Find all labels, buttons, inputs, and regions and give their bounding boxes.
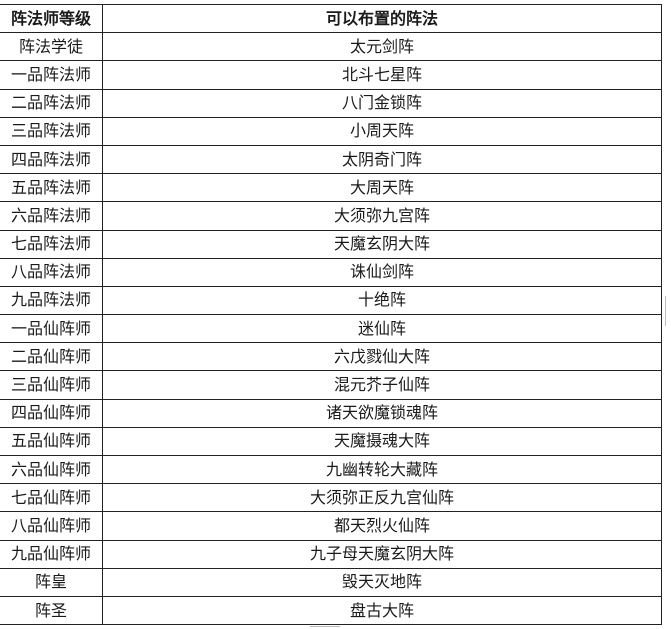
rank-cell: 七品仙阵师	[0, 483, 103, 513]
rank-cell: 三品阵法师	[0, 116, 103, 146]
formation-cell: 九子母天魔玄阴大阵	[102, 539, 662, 569]
scroll-marker	[310, 626, 340, 627]
header-rank: 阵法师等级	[0, 3, 103, 34]
table-row: 八品仙阵师 都天烈火仙阵	[0, 511, 662, 541]
rank-cell: 九品仙阵师	[0, 539, 103, 569]
formation-cell: 迷仙阵	[102, 314, 662, 344]
rank-cell: 阵皇	[0, 567, 103, 597]
rank-cell: 六品仙阵师	[0, 454, 103, 485]
table-row: 六品仙阵师 九幽转轮大藏阵	[0, 454, 662, 485]
rank-cell: 九品阵法师	[0, 285, 103, 316]
formation-cell: 小周天阵	[102, 116, 662, 146]
rank-cell: 七品阵法师	[0, 229, 103, 259]
formation-cell: 北斗七星阵	[102, 60, 662, 90]
table-row: 四品阵法师 太阴奇门阵	[0, 144, 662, 175]
formation-cell: 大须弥九宫阵	[102, 201, 662, 231]
formation-cell: 六戊戮仙大阵	[102, 342, 662, 372]
table-row: 五品阵法师 大周天阵	[0, 173, 662, 203]
table-row: 三品阵法师 小周天阵	[0, 116, 662, 146]
formation-cell: 大须弥正反九宫仙阵	[102, 483, 662, 513]
formation-cell: 大周天阵	[102, 173, 662, 203]
table-row: 六品阵法师 大须弥九宫阵	[0, 201, 662, 231]
table-row: 一品阵法师 北斗七星阵	[0, 60, 662, 90]
rank-cell: 一品阵法师	[0, 60, 103, 90]
rank-cell: 一品仙阵师	[0, 314, 103, 344]
rank-cell: 八品仙阵师	[0, 511, 103, 541]
formation-cell: 天魔摄魂大阵	[102, 426, 662, 457]
formation-cell: 盘古大阵	[102, 595, 662, 626]
table-row: 三品仙阵师 混元芥子仙阵	[0, 370, 662, 400]
header-row: 阵法师等级 可以布置的阵法	[0, 3, 662, 34]
table-row: 二品仙阵师 六戊戮仙大阵	[0, 342, 662, 372]
table-row: 二品阵法师 八门金锁阵	[0, 88, 662, 118]
rank-cell: 二品仙阵师	[0, 342, 103, 372]
rank-cell: 阵法学徒	[0, 32, 103, 62]
rank-cell: 五品仙阵师	[0, 426, 103, 457]
rank-cell: 三品仙阵师	[0, 370, 103, 400]
formation-cell: 九幽转轮大藏阵	[102, 454, 662, 485]
table-row: 九品阵法师 十绝阵	[0, 285, 662, 316]
formation-cell: 诛仙剑阵	[102, 257, 662, 287]
table-row: 阵法学徒 太元剑阵	[0, 32, 662, 62]
formation-cell: 混元芥子仙阵	[102, 370, 662, 400]
table-row: 五品仙阵师 天魔摄魂大阵	[0, 426, 662, 457]
rank-cell: 五品阵法师	[0, 173, 103, 203]
table-row: 阵皇 毁天灭地阵	[0, 567, 662, 597]
table-row: 一品仙阵师 迷仙阵	[0, 314, 662, 344]
formation-cell: 十绝阵	[102, 285, 662, 316]
rank-cell: 阵圣	[0, 595, 103, 626]
table-row: 八品阵法师 诛仙剑阵	[0, 257, 662, 287]
rank-cell: 二品阵法师	[0, 88, 103, 118]
formation-cell: 诸天欲魔锁魂阵	[102, 398, 662, 428]
formation-cell: 太元剑阵	[102, 32, 662, 62]
header-formations: 可以布置的阵法	[102, 3, 662, 34]
table-row: 四品仙阵师 诸天欲魔锁魂阵	[0, 398, 662, 428]
formation-cell: 太阴奇门阵	[102, 144, 662, 175]
formation-cell: 毁天灭地阵	[102, 567, 662, 597]
table-row: 阵圣 盘古大阵	[0, 595, 662, 626]
formation-cell: 都天烈火仙阵	[102, 511, 662, 541]
table-row: 七品仙阵师 大须弥正反九宫仙阵	[0, 483, 662, 513]
rank-cell: 四品阵法师	[0, 144, 103, 175]
formation-table: 阵法师等级 可以布置的阵法 阵法学徒 太元剑阵 一品阵法师 北斗七星阵 二品阵法师 八门金…	[0, 3, 662, 626]
rank-cell: 八品阵法师	[0, 257, 103, 287]
rank-cell: 六品阵法师	[0, 201, 103, 231]
formation-cell: 八门金锁阵	[102, 88, 662, 118]
table-row: 九品仙阵师 九子母天魔玄阴大阵	[0, 539, 662, 569]
table-row: 七品阵法师 天魔玄阴大阵	[0, 229, 662, 259]
formation-cell: 天魔玄阴大阵	[102, 229, 662, 259]
rank-cell: 四品仙阵师	[0, 398, 103, 428]
scroll-marker	[665, 296, 666, 326]
